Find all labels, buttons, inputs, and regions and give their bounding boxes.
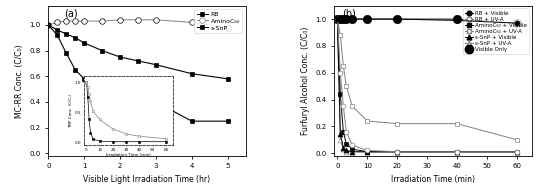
Text: (b): (b) [342, 9, 356, 19]
Text: (a): (a) [64, 9, 78, 19]
X-axis label: Irradiation Time (min): Irradiation Time (min) [391, 175, 475, 184]
X-axis label: Visible Light Irradiation Time (hr): Visible Light Irradiation Time (hr) [83, 175, 211, 184]
Legend: RB, AminoC₆₀, s-SnP: RB, AminoC₆₀, s-SnP [194, 9, 243, 33]
Y-axis label: MC-RR Conc. (C/C₀): MC-RR Conc. (C/C₀) [15, 44, 24, 118]
Legend: RB + Visible, RB + UV-A, AminoC₆₀ + Visible, AminoC₆₀ + UV-A, s-SnP + Visible, s: RB + Visible, RB + UV-A, AminoC₆₀ + Visi… [462, 9, 529, 54]
Y-axis label: Furfuryl Alcohol Conc. (C/C₀): Furfuryl Alcohol Conc. (C/C₀) [301, 27, 310, 135]
